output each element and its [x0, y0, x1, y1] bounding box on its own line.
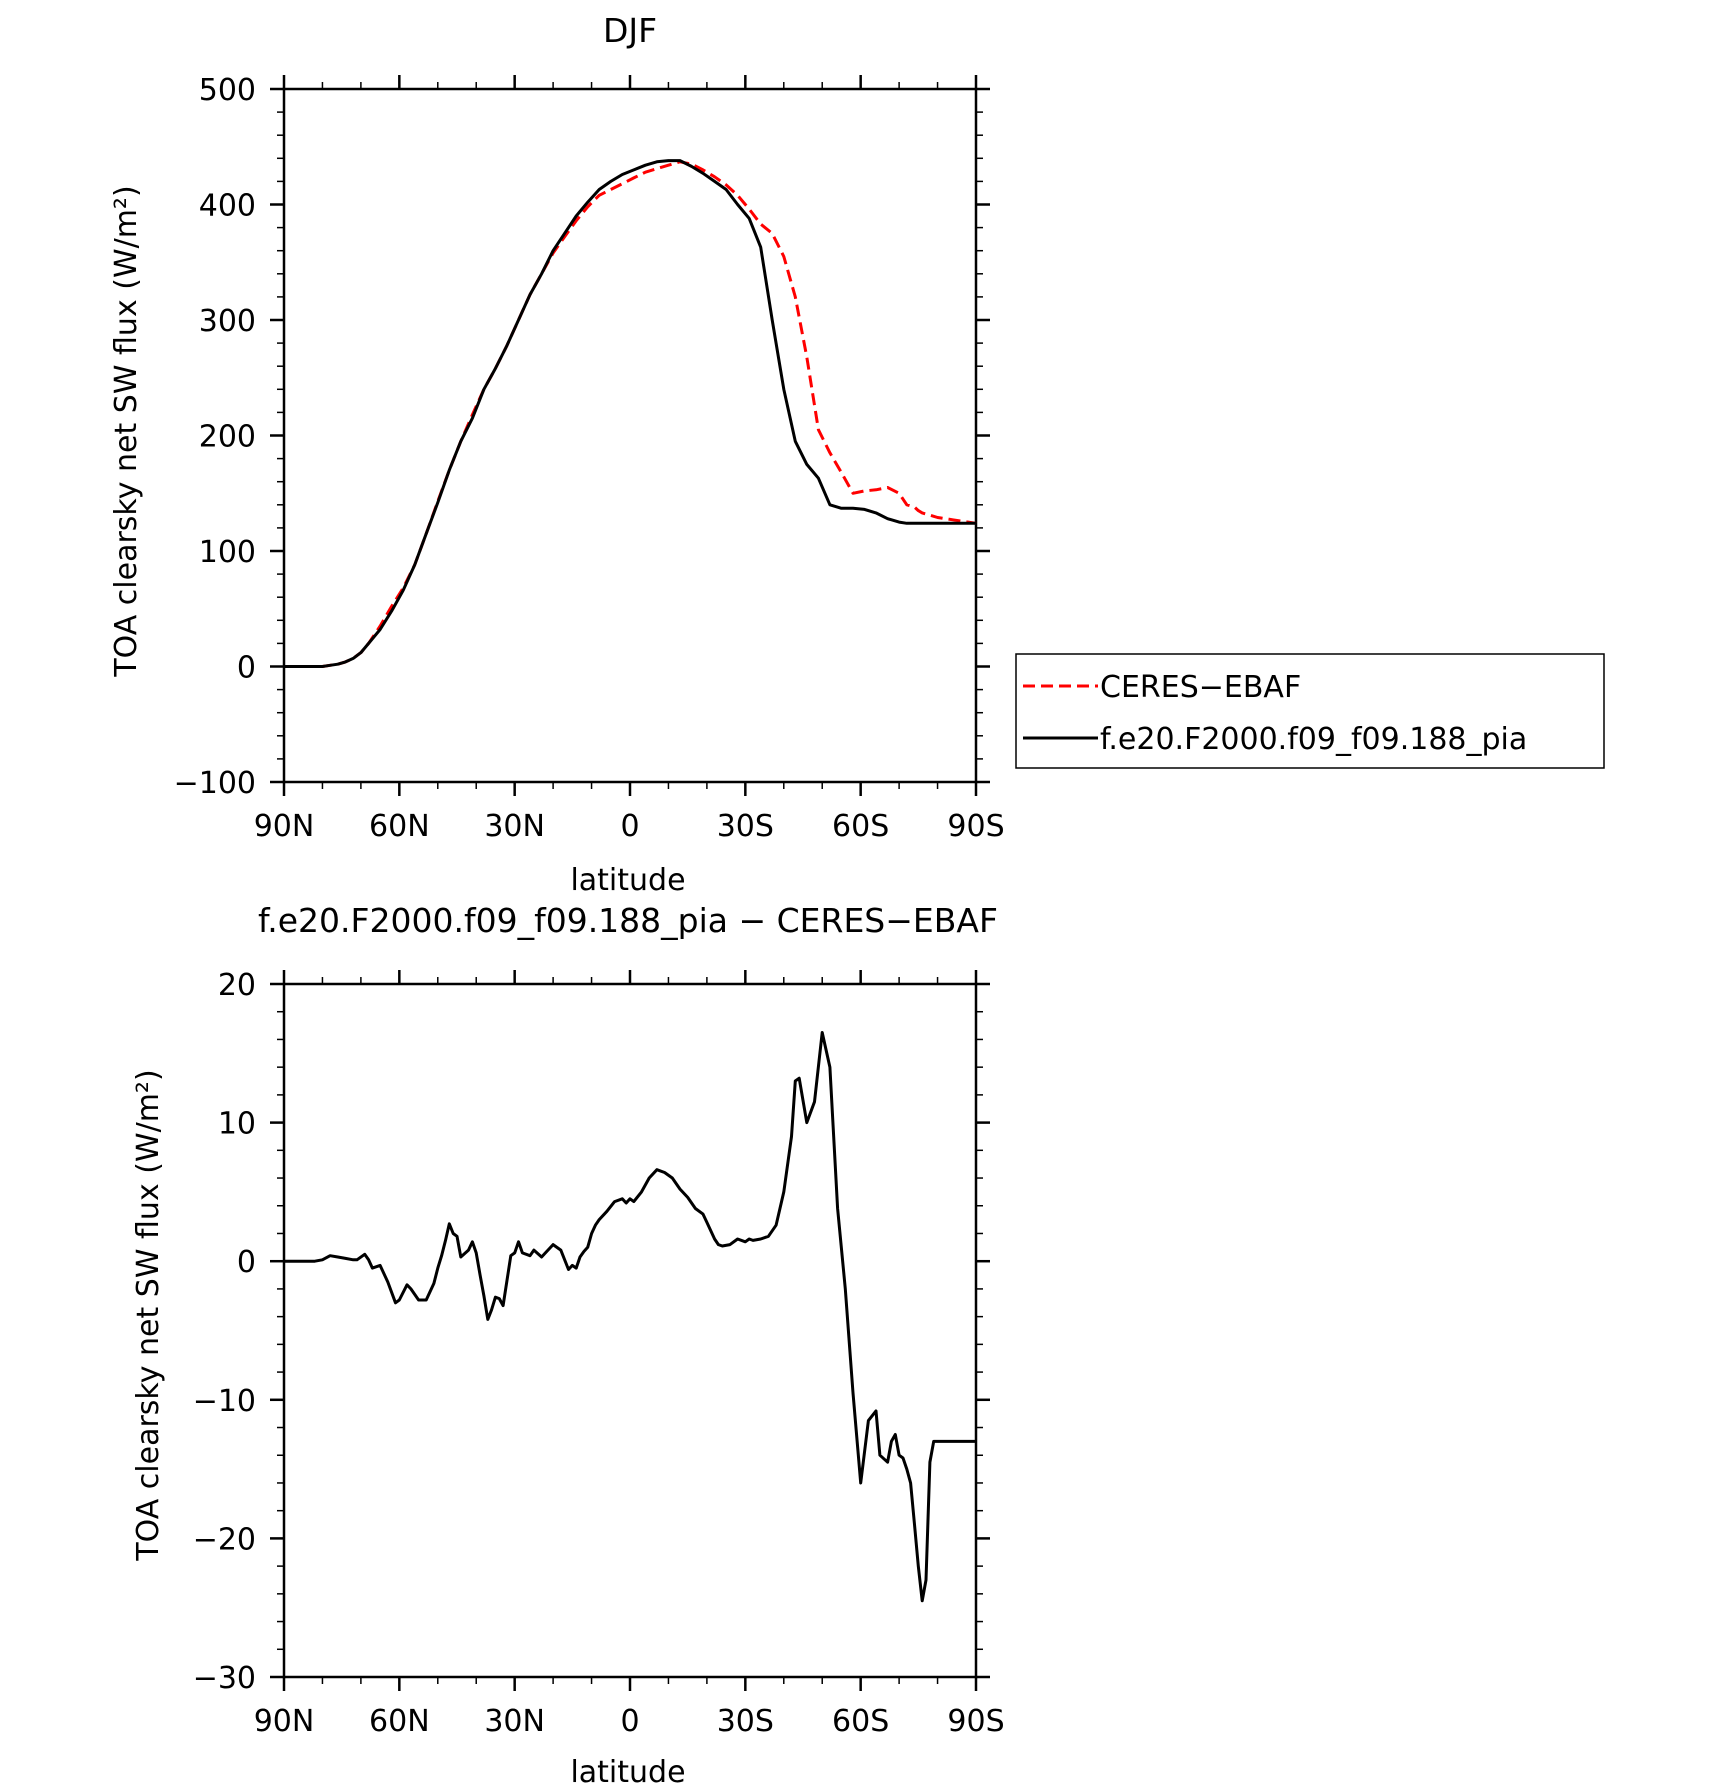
top-x-axis-label: latitude: [570, 863, 685, 898]
bottom-chart-title: f.e20.F2000.f09_f09.188_pia − CERES−EBAF: [258, 901, 998, 940]
bottom-y-axis-label: TOA clearsky net SW flux (W/m²): [131, 1069, 166, 1561]
top-y-tick-label: 200: [199, 420, 256, 455]
top-x-tick-label: 30N: [484, 809, 545, 844]
top-x-tick-label: 60N: [369, 809, 430, 844]
top-y-tick-label: 100: [199, 535, 256, 570]
legend: CERES−EBAF f.e20.F2000.f09_f09.188_pia: [1015, 653, 1605, 769]
top-series-line-ceres: [284, 160, 977, 668]
top-x-tick-label: 90N: [254, 809, 315, 844]
bottom-y-tick-label: 10: [218, 1107, 256, 1142]
top-y-tick-label: 300: [199, 304, 256, 339]
top-x-tick-label: 90S: [947, 809, 1004, 844]
bottom-x-tick-label: 30S: [717, 1704, 774, 1739]
bottom-x-tick-label: 60S: [832, 1704, 889, 1739]
top-x-tick-label: 0: [620, 809, 639, 844]
top-y-tick-label: 400: [199, 189, 256, 224]
top-x-tick-label: 30S: [717, 809, 774, 844]
top-series-line-model: [284, 159, 976, 668]
legend-label-model: f.e20.F2000.f09_f09.188_pia: [1100, 722, 1527, 757]
legend-label-ceres: CERES−EBAF: [1100, 670, 1301, 705]
top-panel: DJF TOA clearsky net SW flux (W/m²) lati…: [109, 11, 1005, 898]
bottom-x-tick-label: 90N: [254, 1704, 315, 1739]
bottom-y-tick-label: −30: [193, 1661, 256, 1696]
top-y-axis-label: TOA clearsky net SW flux (W/m²): [109, 185, 144, 677]
top-plot-area: 500 400 300 200 100 0 −100 90N 60N 30N 0 30S 60S 90S: [174, 73, 1005, 844]
bottom-y-tick-label: −20: [193, 1522, 256, 1557]
bottom-x-tick-label: 0: [620, 1704, 639, 1739]
bottom-x-tick-label: 30N: [484, 1704, 545, 1739]
bottom-x-tick-label: 60N: [369, 1704, 430, 1739]
bottom-y-tick-label: −10: [193, 1384, 256, 1419]
top-y-tick-label: 500: [199, 73, 256, 108]
top-chart-title: DJF: [603, 11, 657, 50]
bottom-panel: f.e20.F2000.f09_f09.188_pia − CERES−EBAF…: [131, 901, 1005, 1789]
bottom-x-tick-label: 90S: [947, 1704, 1004, 1739]
top-plot-frame: [282, 87, 978, 784]
bottom-plot-area: 20 10 0 −10 −20 −30 90N 60N 30N 0 30S 60S 90S: [193, 968, 1005, 1739]
legend-box: [1015, 653, 1605, 769]
top-x-tick-label: 60S: [832, 809, 889, 844]
bottom-x-axis-label: latitude: [570, 1755, 685, 1789]
top-y-tick-label: 0: [237, 651, 256, 686]
bottom-y-tick-label: 0: [237, 1245, 256, 1280]
bottom-plot-frame: [282, 982, 978, 1679]
top-y-tick-label: −100: [174, 766, 256, 801]
bottom-y-tick-label: 20: [218, 968, 256, 1003]
bottom-series-line-model: [284, 1031, 976, 1603]
